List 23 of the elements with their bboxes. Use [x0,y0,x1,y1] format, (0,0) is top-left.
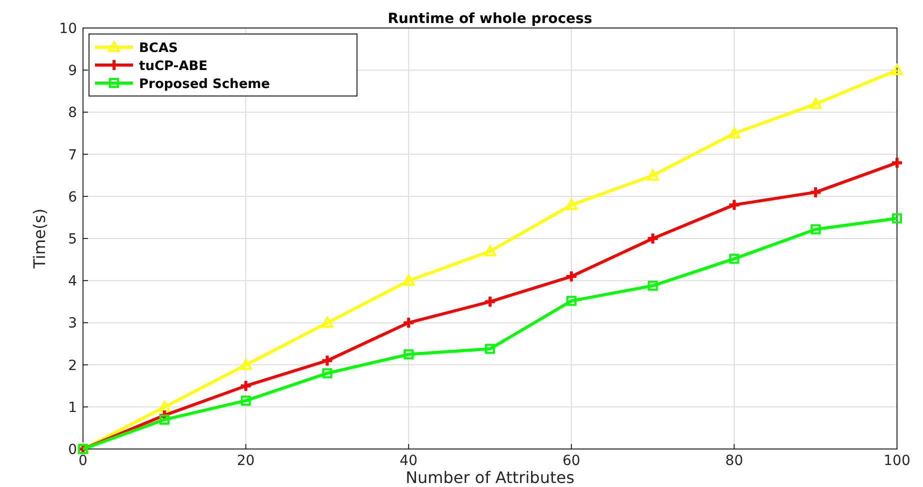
y-tick-label: 8 [68,105,77,122]
y-tick-label: 1 [68,400,77,416]
y-axis-title: Time(s) [30,208,49,270]
y-tick-label: 6 [68,189,78,206]
y-tick-label: 3 [68,316,77,332]
x-tick-label: 100 [884,453,910,469]
x-tick-label: 40 [400,453,418,469]
chart-title: Runtime of whole process [388,11,592,27]
x-tick-label: 60 [562,453,580,469]
y-tick-label: 2 [68,358,77,374]
x-tick-label: 0 [78,453,88,469]
y-tick-label: 4 [68,274,78,290]
x-tick-label: 80 [725,453,744,469]
y-tick-label: 10 [59,21,77,37]
x-tick-label: 20 [236,453,255,469]
y-tick-label: 9 [68,63,77,80]
x-axis-title: Number of Attributes [406,468,574,487]
legend-label: BCAS [139,41,178,56]
y-tick-label: 7 [68,147,77,164]
y-tick-label: 5 [68,232,77,248]
legend-label: Proposed Scheme [139,77,270,92]
legend-label: tuCP-ABE [139,59,208,74]
y-tick-label: 0 [68,442,77,458]
